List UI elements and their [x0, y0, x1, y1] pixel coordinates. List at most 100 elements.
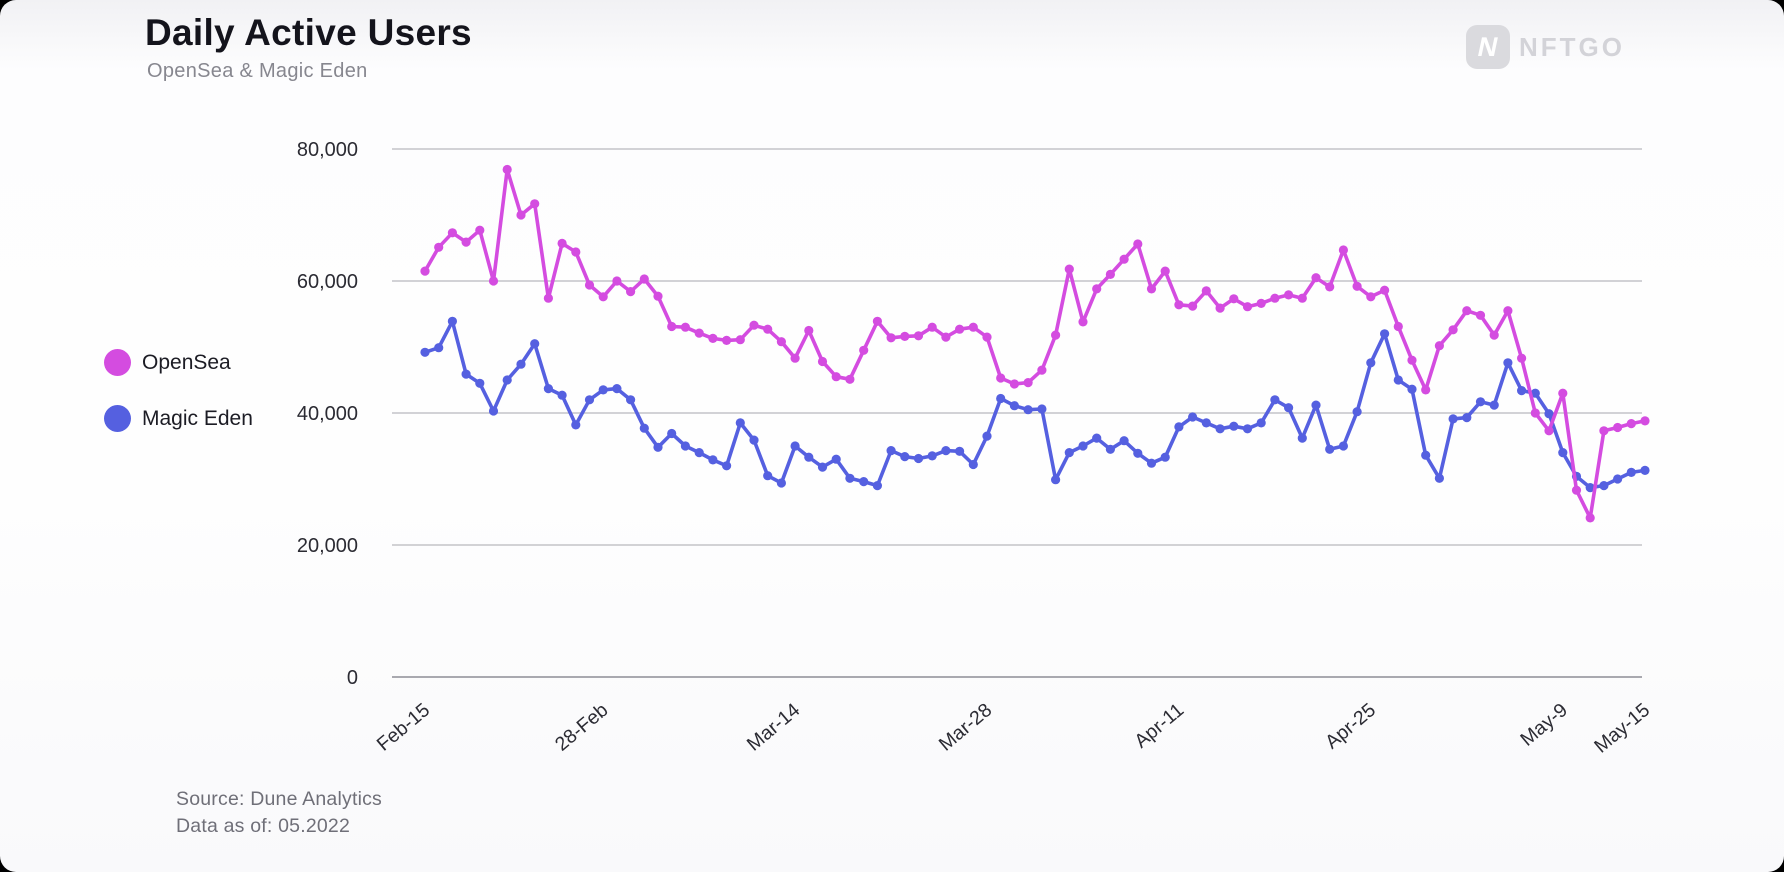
magic-eden-point	[461, 369, 471, 379]
x-axis-label: Apr-25	[1321, 699, 1380, 754]
opensea-point	[735, 335, 745, 345]
opensea-point	[571, 247, 581, 257]
magic-eden-point	[1503, 358, 1513, 368]
x-axis-label: Mar-14	[743, 699, 805, 756]
magic-eden-point	[763, 471, 773, 481]
legend-label-opensea: OpenSea	[142, 350, 231, 374]
source-note: Source: Dune Analytics Data as of: 05.20…	[176, 786, 382, 840]
magic-eden-point	[1517, 386, 1527, 396]
magic-eden-point	[996, 393, 1006, 404]
y-axis-label: 40,000	[297, 403, 358, 425]
magic-eden-point	[584, 395, 595, 405]
opensea-point	[1023, 378, 1033, 388]
opensea-point	[543, 293, 554, 303]
magic-eden-point	[1352, 407, 1362, 417]
opensea-point	[447, 228, 457, 238]
magic-eden-point	[1201, 418, 1211, 428]
x-axis-label: 28-Feb	[551, 699, 613, 756]
magic-eden-point	[955, 446, 965, 456]
nftgo-logo-icon: N	[1466, 25, 1510, 69]
opensea-point	[1105, 269, 1115, 279]
opensea-point	[1270, 293, 1280, 303]
opensea-point	[817, 356, 828, 367]
magic-eden-point	[735, 418, 745, 428]
magic-eden-point	[1558, 448, 1568, 458]
opensea-point	[1640, 416, 1650, 426]
opensea-point	[927, 322, 937, 332]
opensea-point	[955, 324, 965, 334]
opensea-point	[1078, 317, 1088, 327]
opensea-point	[996, 373, 1006, 383]
magic-eden-point	[488, 406, 499, 416]
x-axis-label: Mar-28	[935, 699, 996, 756]
magic-eden-point	[1380, 329, 1390, 339]
magic-eden-point	[639, 423, 649, 433]
opensea-point	[1475, 310, 1486, 320]
magic-eden-point	[845, 473, 855, 483]
magic-eden-point	[708, 455, 718, 465]
opensea-point	[1051, 330, 1061, 340]
magic-eden-point	[667, 428, 677, 439]
opensea-point	[1284, 290, 1294, 300]
opensea-point	[886, 333, 896, 343]
opensea-point	[1338, 245, 1348, 255]
opensea-point	[530, 199, 540, 209]
asof-line: Data as of: 05.2022	[176, 815, 351, 837]
opensea-point	[1530, 408, 1540, 418]
opensea-point	[475, 225, 485, 235]
magic-eden-point	[1119, 436, 1129, 446]
magic-eden-point	[420, 347, 430, 357]
magic-eden-point	[968, 459, 978, 470]
magic-eden-point	[804, 452, 814, 462]
magic-eden-point	[817, 462, 828, 472]
opensea-point	[1064, 264, 1074, 274]
magic-eden-point	[1037, 404, 1047, 414]
opensea-point	[1544, 426, 1554, 436]
opensea-point	[502, 164, 512, 175]
magic-eden-point	[694, 448, 704, 458]
magic-eden-color-dot	[104, 405, 131, 432]
magic-eden-point	[1434, 473, 1444, 483]
magic-eden-point	[1242, 424, 1253, 434]
opensea-point	[626, 287, 636, 297]
magic-eden-point	[680, 441, 691, 451]
opensea-point	[557, 238, 567, 248]
magic-eden-point	[1297, 433, 1307, 443]
opensea-point	[1146, 284, 1157, 294]
opensea-point	[461, 237, 471, 247]
opensea-point	[1160, 266, 1170, 276]
magic-eden-point	[927, 451, 937, 461]
opensea-point	[831, 372, 841, 382]
legend-item-magic-eden: Magic Eden	[104, 405, 253, 432]
opensea-point	[434, 242, 444, 252]
magic-eden-point	[1613, 474, 1623, 484]
opensea-point	[584, 280, 595, 290]
opensea-point	[790, 353, 800, 363]
magic-eden-point	[1325, 444, 1335, 454]
legend-label-magic-eden: Magic Eden	[142, 406, 253, 430]
nftgo-logo-text: NFTGO	[1519, 31, 1625, 62]
opensea-point	[1366, 292, 1376, 302]
magic-eden-point	[434, 343, 444, 353]
opensea-point	[1311, 273, 1321, 283]
magic-eden-point	[1599, 481, 1609, 491]
magic-eden-point	[913, 453, 924, 464]
magic-eden-point	[1475, 397, 1486, 407]
opensea-point	[1256, 298, 1266, 308]
magic-eden-line	[420, 316, 1650, 493]
source-line: Source: Dune Analytics	[176, 788, 383, 810]
magic-eden-point	[557, 390, 567, 400]
opensea-point	[1352, 281, 1362, 291]
opensea-point	[420, 266, 430, 276]
opensea-point	[1434, 341, 1444, 351]
opensea-point	[1599, 426, 1609, 436]
opensea-point	[1393, 321, 1403, 332]
opensea-point	[1229, 294, 1239, 304]
magic-eden-point	[1146, 458, 1157, 468]
magic-eden-point	[1530, 388, 1540, 398]
opensea-point	[708, 333, 718, 343]
opensea-point	[598, 292, 608, 302]
magic-eden-point	[1105, 444, 1115, 454]
opensea-point	[1558, 388, 1568, 398]
